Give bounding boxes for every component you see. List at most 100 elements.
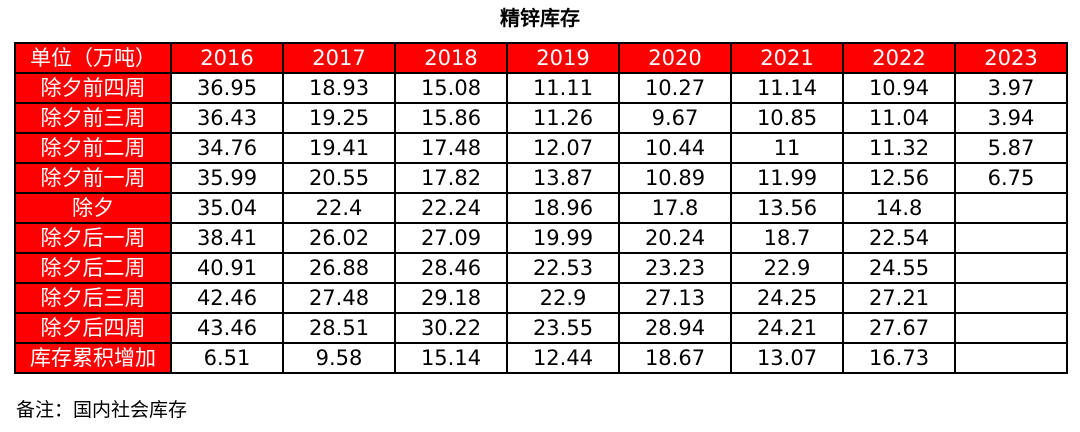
column-header: 2023 [954,42,1068,74]
table-row: 除夕后一周 38.41 26.02 27.09 19.99 20.24 18.7 22.54 [14,222,1068,254]
table-cell: 35.99 [170,162,284,194]
table-cell: 6.75 [954,162,1068,194]
table-cell: 5.87 [954,132,1068,164]
table-cell: 22.24 [394,192,508,224]
table-row: 除夕前二周 34.76 19.41 17.48 12.07 10.44 11 11.32 5.8… [14,132,1068,164]
table-cell: 24.25 [730,282,844,314]
table-cell: 22.54 [842,222,956,254]
row-header: 库存累积增加 [14,342,172,374]
table-cell: 11.32 [842,132,956,164]
empty-cell [954,252,1068,284]
column-header: 2018 [394,42,508,74]
empty-cell [954,312,1068,344]
table-cell: 20.55 [282,162,396,194]
table-row: 除夕前四周 36.95 18.93 15.08 11.11 10.27 11.14 10.94… [14,72,1068,104]
table-cell: 9.67 [618,102,732,134]
table-cell: 17.48 [394,132,508,164]
table-cell: 20.24 [618,222,732,254]
table-cell: 27.21 [842,282,956,314]
table-cell: 13.87 [506,162,620,194]
table-cell: 16.73 [842,342,956,374]
row-header: 除夕 [14,192,172,224]
row-header: 除夕前三周 [14,102,172,134]
table-cell: 17.8 [618,192,732,224]
table-cell: 24.55 [842,252,956,284]
table-cell: 9.58 [282,342,396,374]
row-header: 除夕后四周 [14,312,172,344]
table-row: 除夕后四周 43.46 28.51 30.22 23.55 28.94 24.21 27.67 [14,312,1068,344]
table-cell: 22.53 [506,252,620,284]
table-cell: 18.7 [730,222,844,254]
table-cell: 27.67 [842,312,956,344]
column-header: 2020 [618,42,732,74]
table-cell: 12.44 [506,342,620,374]
column-header: 2019 [506,42,620,74]
table-row: 除夕前三周 36.43 19.25 15.86 11.26 9.67 10.85 11.04 3… [14,102,1068,134]
table-cell: 15.14 [394,342,508,374]
column-header: 2017 [282,42,396,74]
table-cell: 28.94 [618,312,732,344]
table-cell: 42.46 [170,282,284,314]
table-cell: 22.9 [730,252,844,284]
table-cell: 18.67 [618,342,732,374]
table-cell: 28.51 [282,312,396,344]
table-cell: 36.95 [170,72,284,104]
table-row: 除夕后二周 40.91 26.88 28.46 22.53 23.23 22.9 24.55 [14,252,1068,284]
data-table: 单位（万吨） 2016 2017 2018 2019 2020 2021 2022 2023 除夕… [14,42,1068,374]
column-header: 2021 [730,42,844,74]
table-cell: 3.97 [954,72,1068,104]
table-cell: 11.99 [730,162,844,194]
table-cell: 28.46 [394,252,508,284]
table-row: 除夕后三周 42.46 27.48 29.18 22.9 27.13 24.25 27.21 [14,282,1068,314]
row-header: 除夕后三周 [14,282,172,314]
table-cell: 23.55 [506,312,620,344]
table-cell: 15.86 [394,102,508,134]
table-cell: 27.09 [394,222,508,254]
table-cell: 15.08 [394,72,508,104]
table-cell: 38.41 [170,222,284,254]
table-cell: 35.04 [170,192,284,224]
table-cell: 11.11 [506,72,620,104]
row-header: 除夕前四周 [14,72,172,104]
table-cell: 30.22 [394,312,508,344]
column-header: 2022 [842,42,956,74]
table-cell: 11.14 [730,72,844,104]
table-cell: 19.25 [282,102,396,134]
table-cell: 14.8 [842,192,956,224]
column-header: 2016 [170,42,284,74]
table-cell: 6.51 [170,342,284,374]
table-cell: 18.93 [282,72,396,104]
column-header: 单位（万吨） [14,42,172,74]
table-cell: 27.48 [282,282,396,314]
row-header: 除夕前二周 [14,132,172,164]
table-cell: 19.99 [506,222,620,254]
table-cell: 10.27 [618,72,732,104]
table-cell: 10.85 [730,102,844,134]
header-row: 单位（万吨） 2016 2017 2018 2019 2020 2021 2022 2023 [14,42,1068,74]
table-cell: 10.44 [618,132,732,164]
table-cell: 34.76 [170,132,284,164]
table-row: 库存累积增加 6.51 9.58 15.14 12.44 18.67 13.07 16.73 [14,342,1068,374]
table-cell: 36.43 [170,102,284,134]
empty-cell [954,342,1068,374]
table-cell: 26.88 [282,252,396,284]
table-cell: 13.56 [730,192,844,224]
table-cell: 29.18 [394,282,508,314]
table-cell: 23.23 [618,252,732,284]
empty-cell [954,282,1068,314]
table-cell: 10.94 [842,72,956,104]
table-cell: 17.82 [394,162,508,194]
table-cell: 11.26 [506,102,620,134]
table-cell: 13.07 [730,342,844,374]
footnote: 备注：国内社会库存 [16,399,188,421]
table-cell: 11 [730,132,844,164]
row-header: 除夕前一周 [14,162,172,194]
table-row: 除夕 35.04 22.4 22.24 18.96 17.8 13.56 14.8 [14,192,1068,224]
table-cell: 12.56 [842,162,956,194]
table-cell: 43.46 [170,312,284,344]
table-title: 精锌库存 [500,6,580,30]
table-cell: 27.13 [618,282,732,314]
table-cell: 40.91 [170,252,284,284]
row-header: 除夕后一周 [14,222,172,254]
